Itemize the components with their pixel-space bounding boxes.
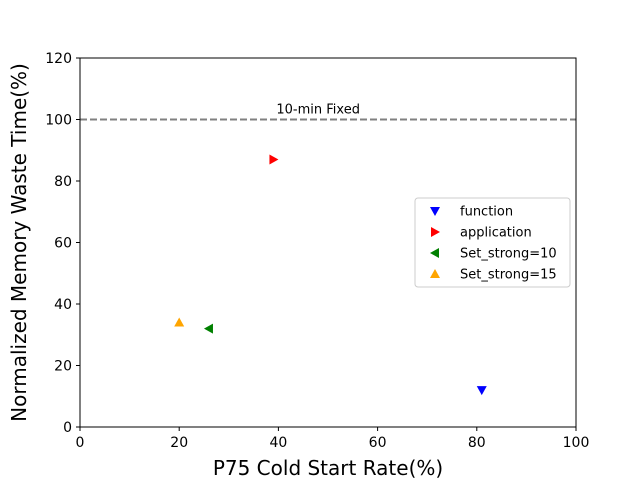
legend-marker — [430, 269, 440, 278]
data-point — [476, 386, 487, 396]
x-tick-label: 20 — [170, 435, 188, 451]
legend-label: Set_strong=15 — [460, 268, 557, 283]
legend-marker — [430, 207, 440, 216]
data-point — [269, 154, 279, 165]
legend-label: application — [460, 226, 532, 241]
legend-marker — [430, 248, 439, 258]
y-tick-label: 20 — [54, 359, 72, 375]
reference-line-label: 10-min Fixed — [276, 103, 360, 118]
y-tick-label: 120 — [45, 51, 72, 67]
legend: function application Set_strong=10 Set_stro… — [414, 197, 571, 288]
y-axis-label: Normalized Memory Waste Time(%) — [7, 63, 31, 422]
y-tick-label: 80 — [54, 174, 72, 190]
data-point — [203, 323, 213, 334]
legend-label: function — [460, 205, 513, 220]
legend-label: Set_strong=10 — [460, 247, 557, 262]
x-tick-label: 100 — [563, 435, 590, 451]
data-point — [174, 317, 185, 327]
x-axis-label: P75 Cold Start Rate(%) — [213, 456, 443, 480]
x-tick-label: 60 — [369, 435, 387, 451]
y-tick-label: 40 — [54, 297, 72, 313]
x-tick-label: 40 — [269, 435, 287, 451]
y-tick-label: 0 — [63, 420, 72, 436]
legend-box — [414, 197, 571, 288]
x-tick-label: 80 — [468, 435, 486, 451]
x-tick-label: 0 — [76, 435, 85, 451]
y-tick-label: 100 — [45, 113, 72, 129]
y-tick-label: 60 — [54, 236, 72, 252]
legend-marker — [431, 227, 440, 237]
